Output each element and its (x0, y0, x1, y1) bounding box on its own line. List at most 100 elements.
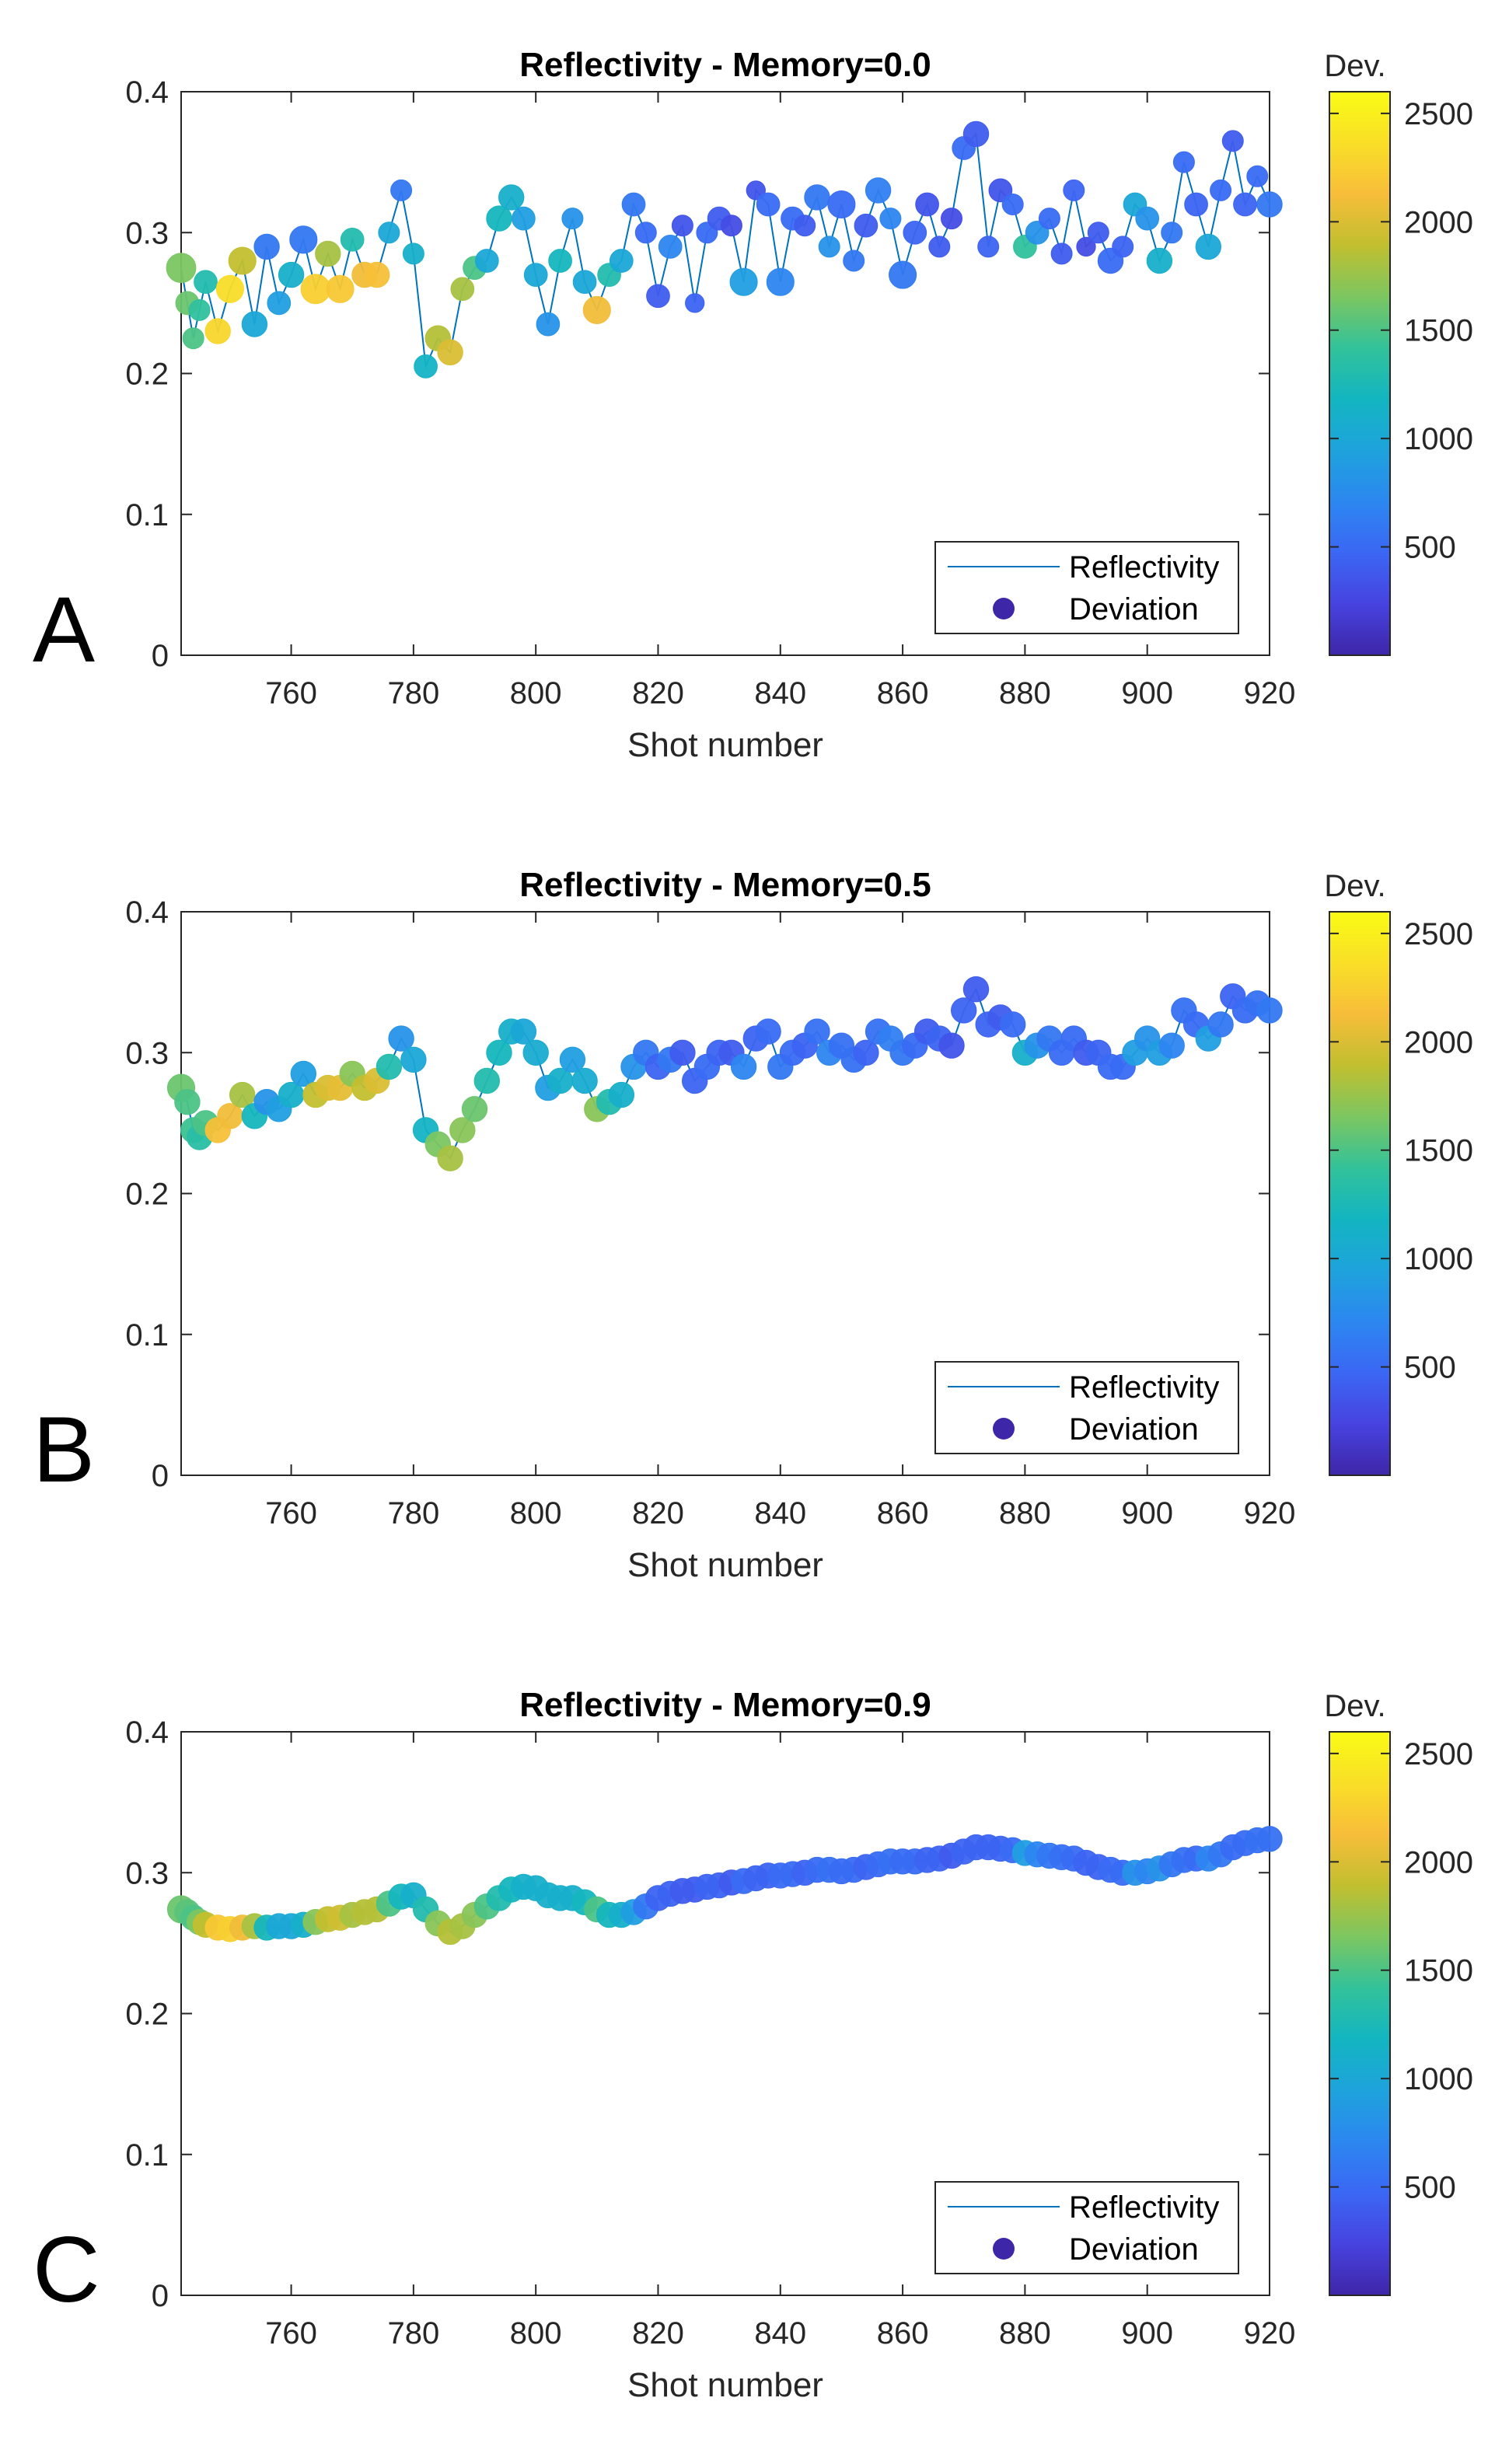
colorbar-tick-label: 2500 (1404, 917, 1473, 951)
deviation-point (449, 1117, 476, 1143)
deviation-point (278, 261, 305, 288)
x-tick-label: 780 (388, 1496, 440, 1530)
colorbar-tick-label: 2000 (1404, 1025, 1473, 1059)
panel-label: C (33, 2218, 100, 2322)
deviation-point (241, 311, 268, 337)
deviation-point (879, 208, 902, 230)
deviation-point (1184, 192, 1208, 217)
x-tick-label: 860 (877, 1496, 929, 1530)
deviation-point (804, 184, 830, 211)
deviation-point (685, 293, 705, 313)
deviation-point (794, 215, 816, 237)
deviation-point (290, 1060, 316, 1087)
x-tick-label: 900 (1121, 2316, 1173, 2351)
deviation-point (1195, 233, 1222, 260)
deviation-point (267, 291, 292, 316)
y-tick-label: 0 (152, 639, 169, 673)
deviation-point (1256, 191, 1283, 218)
colorbar-tick-label: 1500 (1404, 1134, 1473, 1168)
deviation-point (174, 1089, 201, 1115)
deviation-point (473, 1067, 500, 1094)
x-tick-label: 760 (265, 2316, 317, 2351)
x-tick-label: 860 (877, 676, 929, 710)
deviation-point (1172, 151, 1195, 173)
deviation-point (1210, 179, 1232, 201)
deviation-point (400, 1046, 427, 1073)
colorbar-title: Dev. (1324, 1689, 1385, 1723)
colorbar-tick-label: 500 (1404, 1351, 1456, 1385)
deviation-point (194, 270, 218, 295)
deviation-point (671, 215, 693, 237)
deviation-point (804, 1018, 830, 1045)
y-tick-label: 0 (152, 2279, 169, 2313)
deviation-point (1000, 1011, 1026, 1038)
deviation-point (889, 260, 917, 289)
chart-title: Reflectivity - Memory=0.0 (519, 46, 931, 84)
deviation-point (915, 192, 939, 217)
x-tick-label: 840 (754, 676, 806, 710)
deviation-point (289, 225, 318, 254)
deviation-point (559, 1046, 586, 1073)
deviation-point (1207, 1011, 1234, 1038)
deviation-point (756, 192, 781, 217)
deviation-point (523, 263, 548, 287)
chart-title: Reflectivity - Memory=0.9 (519, 1686, 931, 1724)
legend-box (934, 2181, 1239, 2274)
deviation-point (818, 236, 840, 258)
deviation-point (977, 236, 1000, 258)
deviation-point (536, 312, 561, 337)
panel-a: Reflectivity - Memory=0.0 A 760 780 800 820 84… (0, 0, 1509, 824)
chart-a: Reflectivity - Memory=0.0 A 760 780 800 820 84… (33, 46, 1473, 764)
deviation-point (474, 249, 499, 273)
panel-label: B (33, 1398, 95, 1502)
deviation-point (402, 243, 424, 265)
colorbar-tick-label: 2000 (1404, 1845, 1473, 1879)
deviation-point (498, 184, 525, 211)
deviation-point (571, 1067, 598, 1094)
x-tick-label: 780 (388, 2316, 440, 2351)
colorbar-tick-label: 1000 (1404, 422, 1473, 456)
deviation-point (1135, 206, 1160, 231)
deviation-point (669, 1039, 696, 1066)
deviation-point (658, 235, 683, 259)
deviation-point (951, 997, 977, 1024)
legend-entry-reflectivity: Reflectivity (1069, 550, 1219, 585)
colorbar-tick-label: 500 (1404, 531, 1456, 565)
deviation-point (609, 249, 634, 273)
x-axis-label: Shot number (627, 2366, 823, 2404)
deviation-point (730, 1053, 757, 1080)
deviation-point (340, 227, 365, 252)
colorbar-tick-label: 2500 (1404, 97, 1473, 131)
y-tick-label: 0.2 (125, 1178, 169, 1212)
deviation-point (1161, 222, 1183, 244)
y-tick-label: 0.1 (125, 498, 169, 532)
deviation-point (1246, 165, 1269, 187)
deviation-point (229, 1081, 256, 1108)
legend-entry-reflectivity: Reflectivity (1069, 2190, 1219, 2225)
panel-b: Reflectivity - Memory=0.5 B 760 780 800 820 84… (0, 820, 1509, 1644)
legend-box (934, 1361, 1239, 1454)
deviation-point (215, 274, 244, 303)
deviation-point (941, 208, 962, 230)
x-tick-label: 840 (754, 2316, 806, 2351)
deviation-point (766, 267, 795, 296)
y-tick-label: 0.3 (125, 1856, 169, 1890)
deviation-point (572, 270, 597, 295)
colorbar (1329, 911, 1391, 1476)
chart-c: Reflectivity - Memory=0.9 C 760 780 800 820 84… (33, 1686, 1473, 2404)
deviation-point (1158, 1032, 1185, 1059)
deviation-point (962, 976, 990, 1003)
deviation-point (253, 233, 280, 260)
y-tick-label: 0.1 (125, 1318, 169, 1352)
deviation-point (1221, 130, 1244, 152)
y-tick-label: 0.3 (125, 1036, 169, 1070)
deviation-point (188, 298, 211, 321)
x-tick-label: 840 (754, 1496, 806, 1530)
deviation-point (1063, 179, 1085, 201)
colorbar-tick-label: 1500 (1404, 1954, 1473, 1988)
legend-entry-deviation: Deviation (1069, 2232, 1199, 2267)
deviation-point (854, 213, 879, 238)
y-tick-label: 0.4 (125, 1715, 169, 1750)
deviation-point (510, 1018, 537, 1045)
deviation-point (938, 1032, 965, 1059)
